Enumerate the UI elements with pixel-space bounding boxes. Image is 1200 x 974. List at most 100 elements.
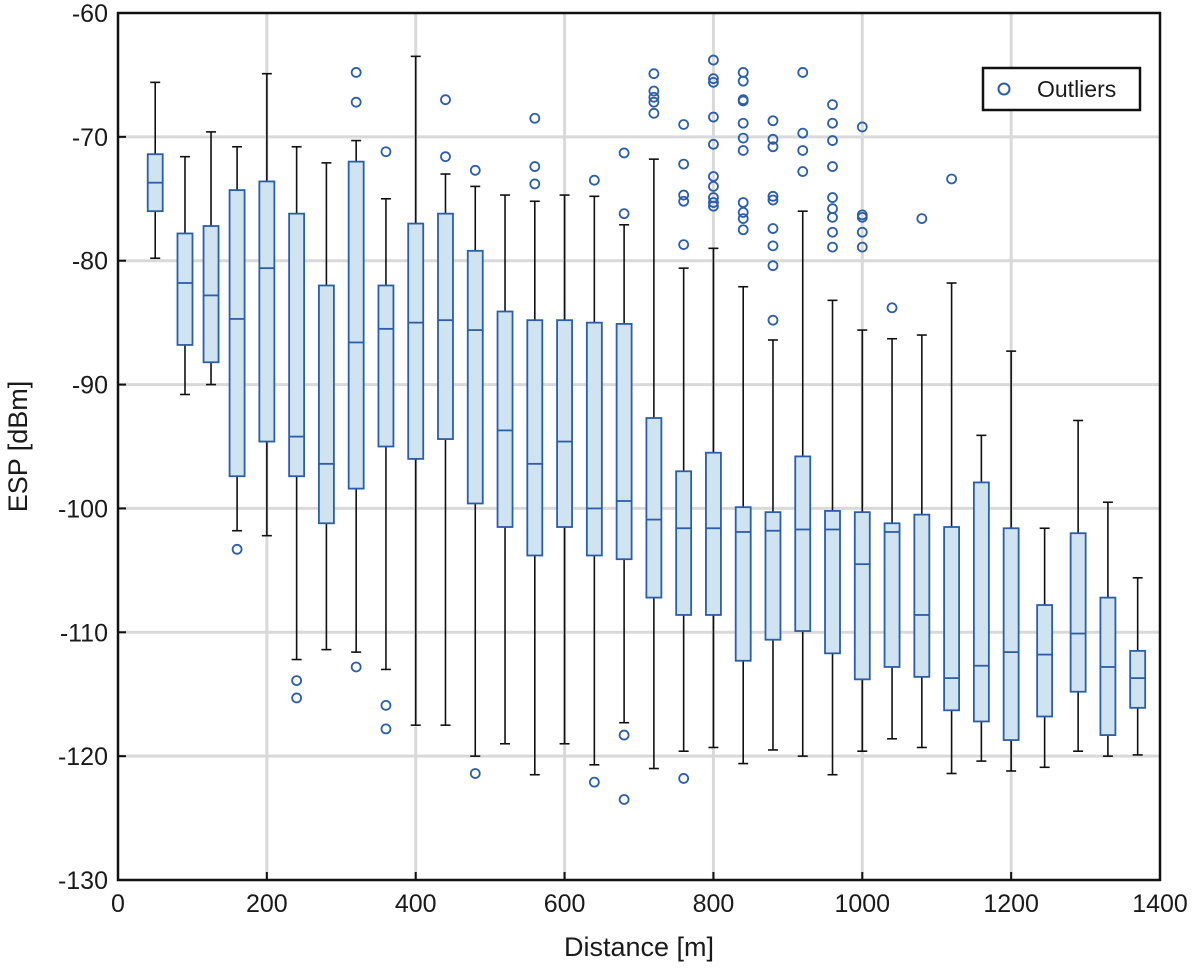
box-body: [675, 470, 693, 616]
box-group: [317, 162, 335, 651]
y-tick-label: -90: [72, 372, 108, 400]
outlier-point: [737, 145, 749, 156]
axis-layer: 0 200 400 600 800 1000 1200 1400 -130 -120 -110 -10…: [58, 0, 1188, 918]
box-group: [377, 197, 395, 671]
outlier-point: [827, 211, 838, 223]
box-body: [258, 180, 276, 443]
box-group: [794, 210, 812, 757]
box-layer: [146, 55, 1147, 776]
box-body: [466, 249, 484, 505]
outlier-point: [708, 76, 719, 88]
outlier-point: [648, 91, 660, 103]
outlier-point: [440, 151, 451, 163]
outlier-point: [648, 107, 660, 119]
box-group: [615, 223, 633, 724]
outlier-point: [380, 146, 392, 158]
box-group: [883, 337, 901, 740]
outlier-point: [291, 675, 303, 686]
box-body: [883, 522, 901, 668]
outlier-point: [797, 166, 809, 177]
outlier-point: [708, 180, 719, 192]
y-tick-label: -110: [60, 619, 108, 647]
legend-outlier-marker-icon: [997, 82, 1011, 96]
box-body: [317, 284, 335, 525]
box-body: [1129, 649, 1147, 709]
outlier-point: [648, 68, 660, 80]
box-group: [288, 145, 306, 661]
box-group: [176, 155, 194, 396]
box-group: [675, 267, 693, 752]
outlier-point: [737, 117, 749, 129]
box-group: [1002, 350, 1020, 772]
x-tick-label: 400: [395, 890, 437, 918]
box-group: [228, 145, 246, 532]
box-body: [585, 321, 603, 557]
box-group: [764, 339, 782, 751]
box-group: [824, 299, 841, 776]
outlier-point: [618, 794, 630, 805]
outlier-point: [440, 94, 451, 106]
outlier-point: [678, 119, 690, 130]
box-body: [615, 322, 633, 561]
outlier-point: [469, 768, 481, 779]
outlier-point: [827, 192, 838, 203]
box-body: [526, 319, 544, 557]
outlier-point: [380, 699, 392, 711]
box-body: [913, 513, 931, 678]
box-group: [556, 194, 573, 745]
outlier-point: [529, 161, 541, 172]
outlier-point: [350, 661, 362, 673]
box-group: [972, 434, 990, 762]
outlier-point: [529, 112, 541, 124]
outlier-point: [708, 171, 719, 182]
outlier-layer: [231, 54, 957, 805]
box-body: [1036, 604, 1054, 718]
x-tick-label: 1400: [1132, 890, 1188, 918]
outlier-point: [708, 111, 719, 123]
outlier-point: [827, 117, 838, 129]
outlier-point: [678, 189, 690, 201]
outlier-point: [618, 729, 630, 741]
outlier-point: [767, 141, 779, 153]
outlier-point: [797, 67, 809, 78]
box-body: [377, 284, 395, 448]
box-group: [347, 139, 365, 653]
outlier-point: [648, 96, 660, 108]
outlier-point: [708, 200, 719, 212]
x-tick-label: 200: [246, 890, 288, 918]
outlier-point: [291, 692, 303, 704]
box-group: [1069, 419, 1087, 752]
outlier-point: [946, 173, 957, 185]
outlier-point: [916, 213, 928, 225]
box-body: [288, 212, 306, 478]
outlier-point: [648, 85, 660, 97]
outlier-point: [856, 211, 868, 223]
box-body: [1069, 532, 1087, 693]
box-group: [466, 185, 484, 757]
x-tick-label: 1200: [983, 890, 1039, 918]
box-group: [943, 282, 960, 775]
outlier-point: [797, 127, 809, 139]
box-body: [853, 511, 871, 681]
box-group: [407, 55, 425, 726]
box-group: [258, 72, 276, 537]
box-group: [1099, 501, 1117, 757]
box-body: [734, 506, 752, 662]
outlier-point: [767, 133, 779, 145]
box-group: [526, 200, 544, 776]
box-body: [202, 225, 220, 364]
box-body: [943, 526, 960, 712]
outlier-point: [827, 99, 838, 111]
x-tick-label: 800: [693, 890, 735, 918]
box-body: [824, 510, 841, 655]
outlier-point: [678, 239, 690, 251]
outlier-point: [708, 73, 719, 85]
outlier-point: [767, 223, 779, 234]
outlier-point: [588, 776, 600, 788]
outlier-point: [737, 197, 749, 208]
box-body: [972, 481, 990, 723]
box-group: [496, 194, 514, 745]
box-group: [146, 81, 164, 260]
legend-label-outliers: Outliers: [1037, 76, 1116, 102]
